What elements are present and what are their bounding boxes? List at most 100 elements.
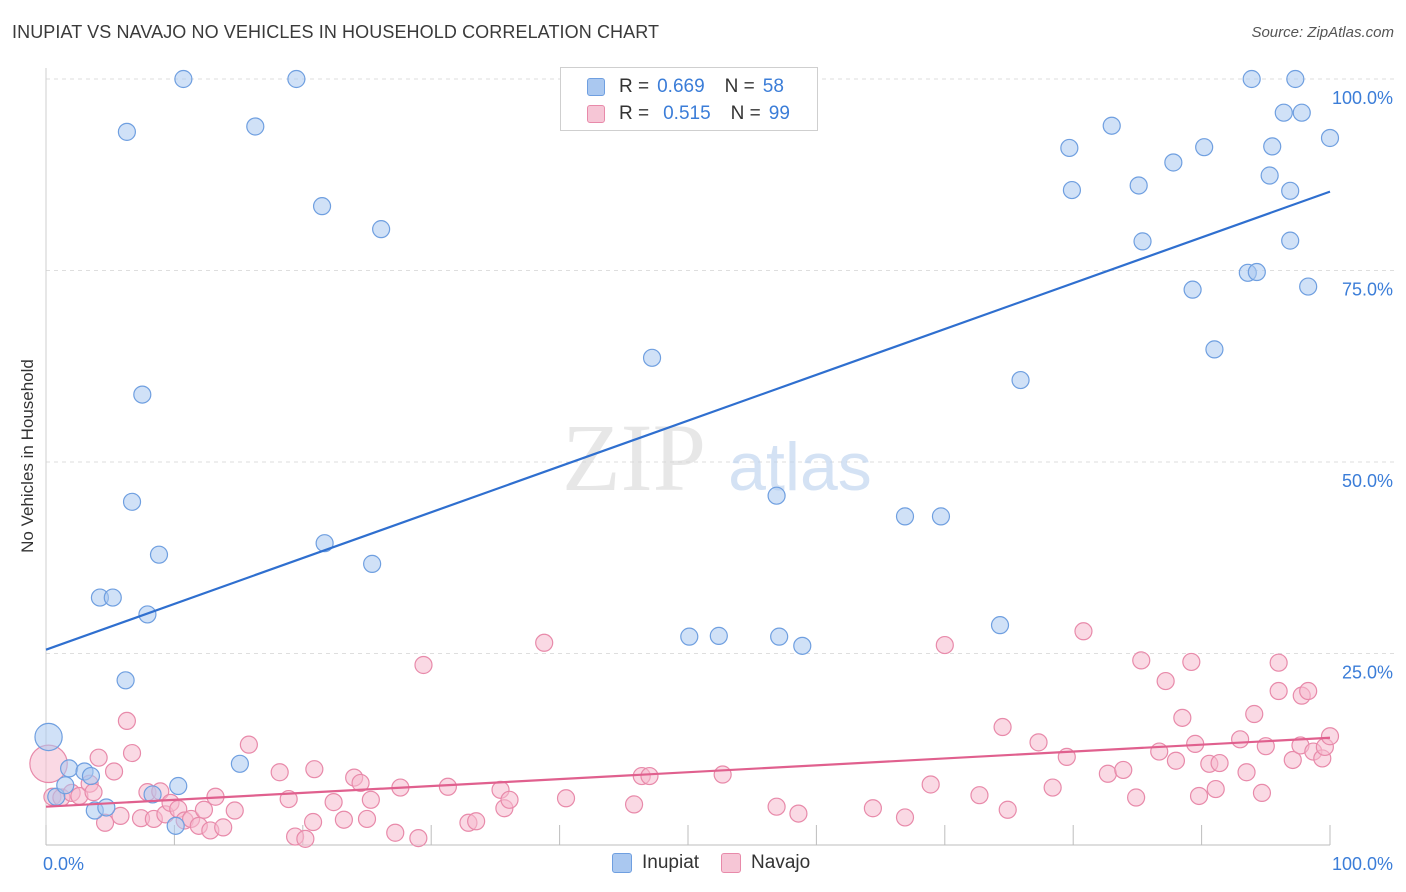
navajo-swatch — [587, 105, 605, 123]
navajo-point — [935, 635, 954, 655]
inupiat-point — [56, 776, 75, 795]
navajo-point — [386, 823, 405, 842]
watermark-atlas: atlas — [728, 429, 872, 505]
navajo-point — [767, 797, 786, 816]
navajo-point — [225, 801, 244, 820]
inupiat-point — [133, 385, 152, 404]
inupiat-point — [287, 69, 306, 89]
navajo-point — [270, 763, 289, 782]
navajo-r-value: 0.515 — [663, 103, 711, 124]
inupiat-point — [246, 117, 265, 136]
inupiat-legend-label: Inupiat — [642, 852, 700, 873]
source-label: Source: ZipAtlas.com — [1251, 24, 1394, 41]
inupiat-point — [117, 122, 136, 141]
navajo-point — [1269, 653, 1288, 672]
navajo-point — [357, 809, 377, 829]
navajo-point — [1237, 763, 1256, 782]
inupiat-point — [793, 636, 812, 655]
inupiat-point — [169, 776, 188, 796]
navajo-point — [1029, 733, 1048, 752]
legend-item-navajo[interactable]: Navajo — [721, 852, 810, 874]
inupiat-point — [149, 545, 169, 564]
navajo-point — [122, 743, 142, 763]
navajo-point — [1252, 783, 1272, 803]
y-tick-label: 25.0% — [1342, 663, 1393, 683]
inupiat-point — [1260, 166, 1279, 185]
navajo-point — [324, 793, 343, 812]
inupiat-point — [895, 507, 915, 526]
inupiat-point — [1247, 262, 1266, 282]
navajo-point — [1231, 730, 1250, 749]
inupiat-point — [1281, 231, 1300, 250]
inupiat-point — [81, 766, 101, 786]
trend-lines — [45, 190, 1331, 808]
inupiat-point — [1281, 181, 1300, 200]
navajo-point — [296, 829, 315, 848]
navajo-point — [1299, 681, 1318, 701]
navajo-point — [111, 806, 130, 825]
navajo-point — [993, 717, 1012, 737]
inupiat-point — [1062, 180, 1082, 200]
navajo-point — [414, 655, 433, 675]
inupiat-point — [103, 588, 122, 607]
navajo-point — [1166, 751, 1186, 770]
inupiat-point — [97, 798, 116, 817]
inupiat-point — [122, 492, 142, 511]
navajo-point — [117, 711, 136, 731]
navajo-point — [361, 790, 380, 809]
navajo-point — [921, 775, 940, 794]
inupiat-point — [315, 534, 334, 553]
inupiat-point — [1133, 232, 1152, 251]
navajo-point — [970, 786, 989, 805]
inupiat-point — [770, 627, 789, 646]
navajo-legend-swatch — [721, 853, 742, 873]
navajo-point — [409, 829, 428, 848]
inupiat-point — [1286, 69, 1305, 89]
inupiat-point — [1102, 116, 1121, 135]
navajo-point — [556, 789, 576, 808]
inupiat-point — [312, 197, 332, 216]
navajo-point — [1173, 708, 1192, 727]
x-tick-label: 0.0% — [43, 854, 84, 874]
navajo-point — [624, 795, 644, 814]
navajo-point — [1206, 779, 1225, 799]
navajo-point — [104, 762, 124, 781]
navajo-point — [1189, 786, 1209, 806]
inupiat-point — [1183, 280, 1202, 299]
navajo-point — [239, 735, 258, 754]
navajo-point — [1114, 760, 1133, 780]
inupiat-point — [1011, 370, 1030, 390]
navajo-point — [214, 818, 233, 837]
navajo-point — [1245, 704, 1264, 724]
navajo-point — [305, 760, 324, 779]
inupiat-point — [1205, 340, 1224, 359]
inupiat-point — [931, 507, 951, 526]
inupiat-point — [990, 616, 1010, 635]
inupiat-r-label: R = — [619, 76, 650, 97]
x-tick-label: 100.0% — [1332, 854, 1393, 874]
legend-item-inupiat[interactable]: Inupiat — [612, 852, 699, 874]
inupiat-point — [1292, 103, 1311, 122]
inupiat-point — [1129, 176, 1148, 195]
inupiat-point — [372, 220, 391, 239]
inupiat-point — [230, 754, 249, 773]
navajo-point — [1210, 753, 1229, 773]
inupiat-point — [709, 626, 728, 645]
axes — [45, 68, 1331, 846]
navajo-n-value: 99 — [768, 103, 790, 124]
navajo-point — [194, 800, 214, 819]
y-tick-label: 50.0% — [1342, 471, 1393, 491]
navajo-trend-line — [45, 736, 1331, 808]
navajo-point — [1098, 764, 1117, 783]
navajo-point — [334, 810, 353, 829]
navajo-legend-label: Navajo — [751, 852, 811, 873]
legend-row-inupiat: R = 0.669 N = 58 — [587, 76, 784, 98]
navajo-point — [1182, 652, 1201, 672]
series-legend: Inupiat Navajo — [612, 852, 832, 874]
inupiat-point — [1263, 137, 1282, 156]
inupiat-legend-swatch — [612, 853, 632, 873]
inupiat-trend-line — [45, 190, 1331, 651]
correlation-legend: R = 0.669 N = 58 R = 0.515 N = 99 — [560, 67, 818, 131]
y-tick-label: 75.0% — [1342, 280, 1393, 300]
